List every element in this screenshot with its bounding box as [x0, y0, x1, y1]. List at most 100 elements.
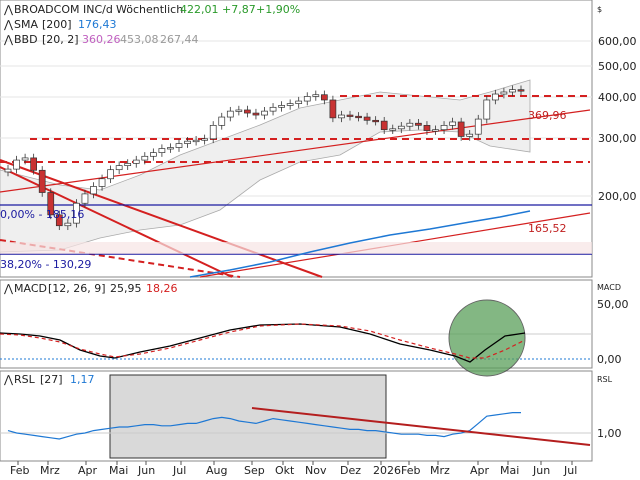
candle-body — [286, 103, 294, 106]
price-change: +7,87 — [222, 3, 256, 16]
candle-body — [321, 94, 328, 101]
downtrend-line-upper — [0, 159, 323, 278]
macd-label: MACD — [14, 282, 47, 295]
candle-body — [55, 214, 63, 227]
candle-body — [500, 91, 508, 95]
price-axis-tick: 200,00 — [598, 190, 637, 203]
header: ⋀ BROADCOM INC/d Wöchentlich 422,01 +7,8… — [3, 3, 300, 46]
candle-body — [124, 163, 132, 167]
candle-body — [150, 152, 157, 157]
candlesticks — [4, 85, 525, 231]
rsl-line — [7, 412, 521, 440]
candle-body — [303, 96, 311, 102]
candle-body — [81, 193, 89, 204]
candle-body — [13, 159, 20, 170]
chart-title: BROADCOM INC/d — [14, 3, 113, 16]
candle-body — [509, 89, 516, 93]
candle-body — [261, 110, 268, 116]
month-label: Jun — [137, 464, 155, 477]
candle-body — [329, 99, 337, 119]
bbd-collapse-icon[interactable]: ⋀ — [3, 33, 14, 46]
candle-body — [21, 157, 29, 161]
sma-label: SMA — [14, 18, 38, 31]
candle-body — [98, 178, 106, 187]
candle-body — [192, 139, 200, 143]
macd-tick-0: 0,00 — [597, 353, 622, 366]
rsl-collapse-icon[interactable]: ⋀ — [3, 373, 14, 386]
month-label: Mrz — [430, 464, 450, 477]
sma-line — [189, 210, 531, 278]
candle-body — [158, 148, 166, 153]
signal-line — [0, 323, 526, 359]
fib-label-382: 38,20% - 130,29 — [0, 258, 91, 271]
candle-body — [209, 124, 217, 140]
candle-body — [73, 202, 80, 224]
candle-body — [295, 100, 303, 104]
month-label: Aug — [206, 464, 227, 477]
candle-body — [389, 128, 397, 131]
price-axis-tick: 300,00 — [598, 132, 637, 145]
candle-body — [492, 93, 499, 101]
sma-params: [200] — [42, 18, 72, 31]
month-axis: Feb Mrz Apr Mai Jun Jul Aug Sep Okt Nov Dez 2026 Feb… — [10, 461, 577, 477]
candle-body — [457, 121, 465, 137]
macd-highlight-circle — [448, 299, 526, 377]
macd-tick-50: 50,00 — [597, 298, 629, 311]
candle-body — [141, 155, 149, 161]
month-label: Mai — [109, 464, 128, 477]
candle-body — [449, 121, 456, 126]
currency-label: $ — [597, 5, 602, 14]
macd-value: 25,95 — [110, 282, 142, 295]
rsl-value: 1,17 — [70, 373, 95, 386]
candle-body — [397, 125, 405, 130]
candle-body — [30, 157, 37, 171]
rsl-highlight-box — [109, 374, 387, 459]
month-label: Feb — [401, 464, 420, 477]
candle-body — [380, 120, 388, 131]
sma-collapse-icon[interactable]: ⋀ — [3, 18, 14, 31]
candle-body — [363, 116, 371, 121]
month-label: Mai — [500, 464, 519, 477]
sma-value: 176,43 — [78, 18, 117, 31]
month-label: Sep — [244, 464, 265, 477]
downtrend-line-mid — [0, 166, 233, 278]
month-label: Okt — [275, 464, 295, 477]
month-label: Mrz — [40, 464, 60, 477]
rsl-label: RSL — [14, 373, 36, 386]
label-369: 369,96 — [528, 109, 567, 122]
candle-body — [406, 122, 414, 127]
candle-body — [440, 124, 448, 131]
candle-body — [184, 140, 191, 144]
collapse-icon[interactable]: ⋀ — [3, 3, 14, 16]
candle-body — [64, 222, 72, 227]
candle-body — [517, 89, 525, 92]
rsl-params: [27] — [40, 373, 63, 386]
candle-body — [107, 169, 114, 180]
bbd-lower: 267,44 — [160, 33, 199, 46]
candle-body — [423, 124, 431, 131]
month-label: 2026 — [373, 464, 401, 477]
price-grid — [0, 40, 592, 197]
fib-zone — [0, 242, 592, 254]
candle-body — [47, 192, 55, 216]
candle-body — [372, 119, 379, 123]
macd-collapse-icon[interactable]: ⋀ — [3, 282, 14, 295]
label-165: 165,52 — [528, 222, 567, 235]
bbd-params: [20, 2] — [42, 33, 79, 46]
chart-period: Wöchentlich — [116, 3, 183, 16]
candle-body — [90, 186, 97, 195]
price-change-pct: +1,90% — [256, 3, 300, 16]
candle-body — [415, 122, 422, 126]
candle-body — [312, 94, 320, 97]
candle-body — [432, 129, 439, 132]
month-label: Jul — [172, 464, 186, 477]
candle-body — [355, 115, 362, 119]
last-price: 422,01 — [180, 3, 219, 16]
month-label: Feb — [10, 464, 29, 477]
macd-axis-title: MACD — [597, 283, 621, 292]
candle-body — [474, 118, 482, 135]
month-label: Jun — [532, 464, 550, 477]
month-label: Jul — [563, 464, 577, 477]
price-axis-tick: 500,00 — [598, 60, 637, 73]
